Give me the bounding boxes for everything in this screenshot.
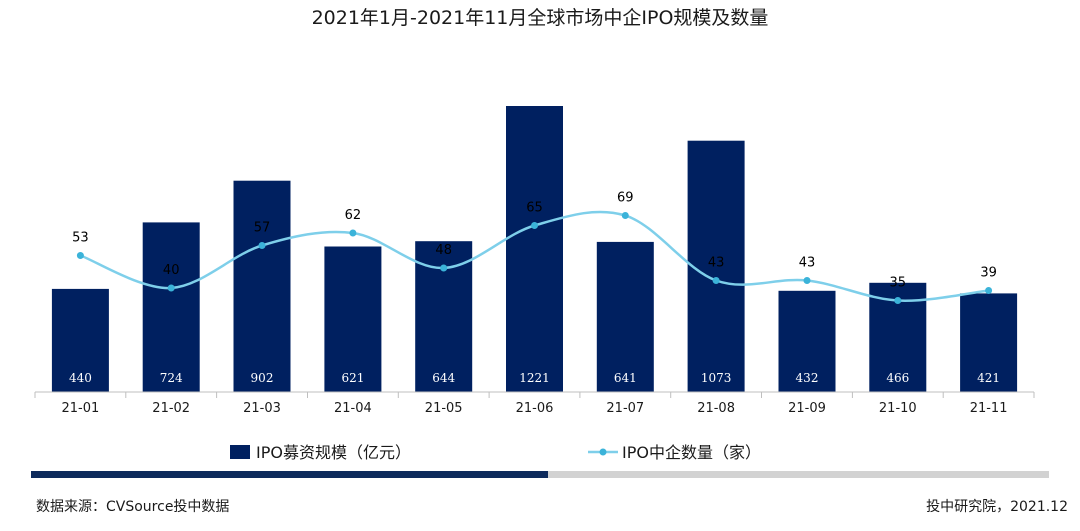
line-value-label: 35 [890,276,907,291]
source-note: 数据来源：CVSource投中数据 [36,499,229,515]
line-series: 53 40 57 62 48 65 69 43 43 35 39 [72,191,997,304]
progress-bar-rest [548,471,1049,478]
bar-series: 440 724 902 621 644 1221 641 1073 432 466 421 [51,106,1018,392]
x-tick-label: 21-04 [334,401,372,416]
x-axis: 21-01 21-02 21-03 21-04 21-05 21-06 21-07 21-08… [34,391,1035,416]
line-point-21-06 [531,222,538,229]
line-point-21-08 [712,277,720,284]
line-value-label: 43 [799,256,816,271]
line-value-label: 39 [980,266,997,281]
credit-note: 投中研究院，2021.12 [926,499,1068,515]
bar-21-01 [51,288,109,392]
bar-21-02 [142,222,200,392]
bar-value-label: 432 [796,371,819,385]
legend-bar-swatch [230,445,250,459]
bar-value-label: 440 [69,371,92,385]
bar-value-label: 724 [160,371,183,385]
x-tick-label: 21-11 [970,401,1008,416]
line-value-label: 53 [72,231,89,246]
bar-21-06 [506,106,563,392]
bar-value-label: 641 [614,371,637,385]
line-point-21-01 [76,252,84,259]
x-tick-label: 21-07 [606,401,644,416]
progress-bar [31,471,1049,478]
line-value-label: 65 [526,201,543,216]
legend-bar-label: IPO募资规模（亿元） [256,443,411,462]
line-point-21-03 [258,242,266,249]
line-point-21-07 [621,212,629,219]
line-point-21-05 [440,264,448,272]
bar-21-08 [687,140,745,392]
line-value-label: 40 [163,263,180,278]
legend: IPO募资规模（亿元） IPO中企数量（家） [230,443,761,462]
legend-line-label: IPO中企数量（家） [622,443,761,462]
x-tick-label: 21-01 [62,401,100,416]
line-point-21-11 [985,287,993,294]
x-tick-label: 21-10 [879,401,917,416]
bar-value-label: 466 [886,371,909,385]
bar-value-label: 644 [432,371,455,385]
legend-line-marker [599,448,607,456]
line-value-label: 69 [617,191,634,206]
bar-21-07 [596,241,654,392]
x-tick-label: 21-02 [152,401,190,416]
x-tick-label: 21-03 [243,401,281,416]
bar-value-label: 902 [251,371,274,385]
x-tick-label: 21-06 [516,401,554,416]
line-point-21-04 [349,229,357,237]
line-value-label: 48 [435,243,452,258]
line-point-21-02 [167,284,175,292]
bar-value-label: 1073 [701,371,732,385]
bar-21-04 [324,246,382,392]
chart-title: 2021年1月-2021年11月全球市场中企IPO规模及数量 [312,7,769,29]
x-tick-label: 21-08 [697,401,735,416]
bar-21-03 [233,180,291,392]
line-point-21-09 [803,277,811,284]
bar-value-label: 621 [341,371,364,385]
bar-value-label: 1221 [519,371,550,385]
bar-21-09 [778,290,836,392]
line-value-label: 43 [708,256,725,271]
line-value-label: 57 [254,221,271,236]
bar-21-11 [960,293,1018,392]
x-tick-label: 21-05 [425,401,463,416]
line-value-label: 62 [345,208,362,223]
line-point-21-10 [894,297,902,304]
progress-bar-done [31,471,548,478]
x-tick-label: 21-09 [788,401,826,416]
line-path [79,210,989,302]
bar-value-label: 421 [977,371,1000,385]
